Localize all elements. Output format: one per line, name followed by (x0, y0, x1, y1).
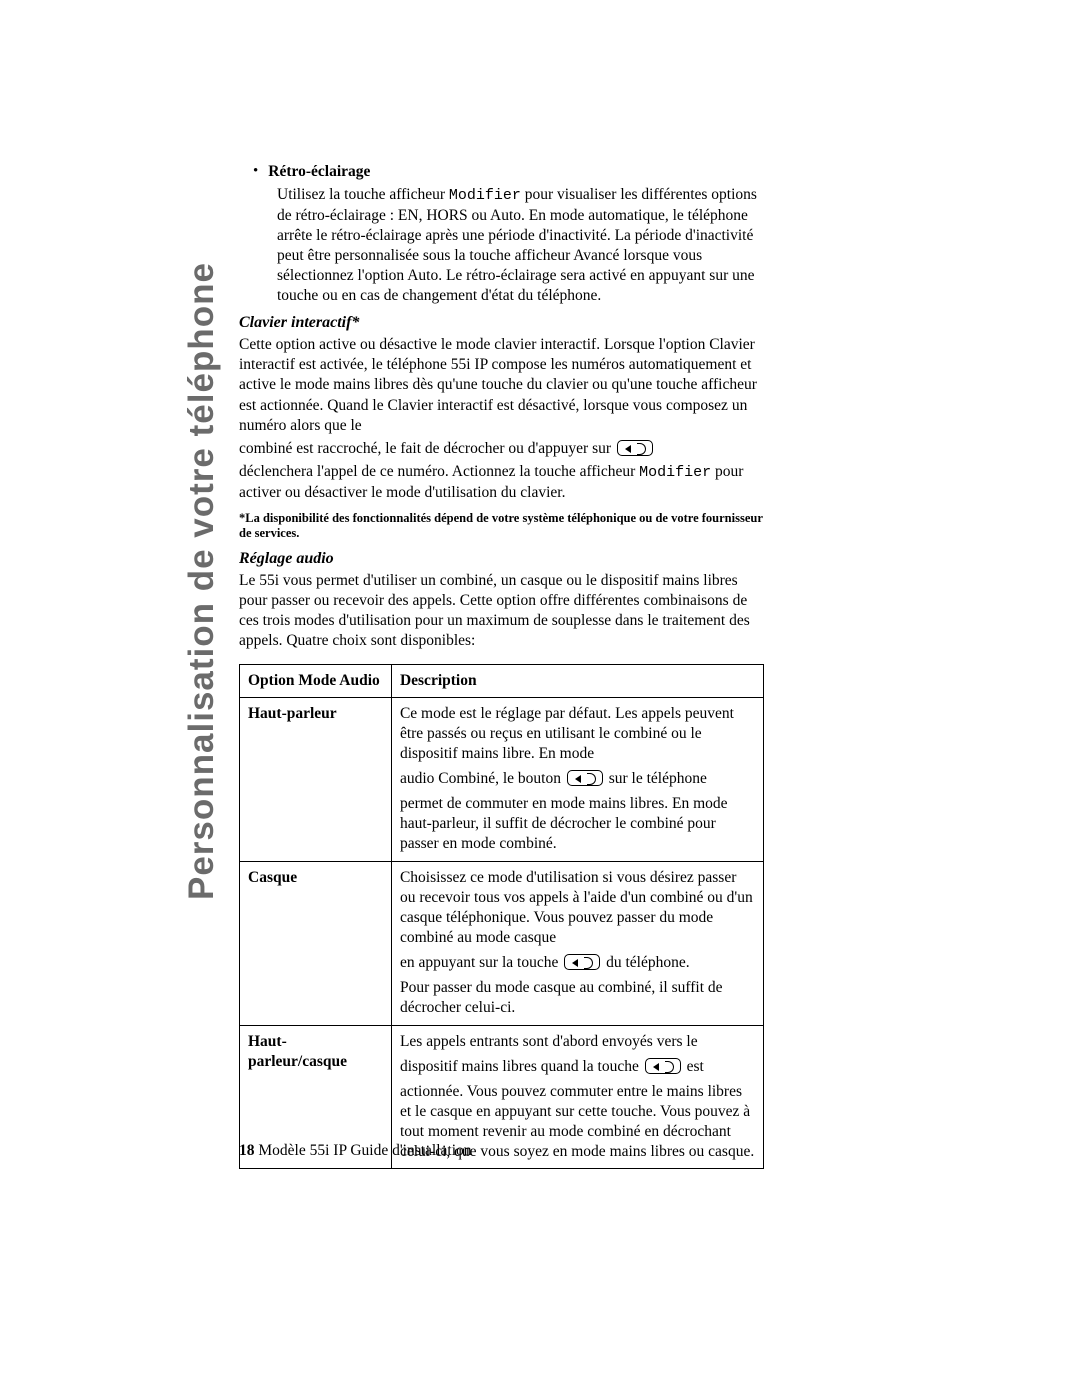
page-number: 18 (239, 1142, 255, 1159)
option-cell: Casque (240, 861, 392, 1025)
text: sur le téléphone (605, 770, 707, 787)
page-footer: 18 Modèle 55i IP Guide d'installation (239, 1142, 472, 1160)
bullet-dot: • (253, 163, 258, 181)
text: dispositif mains libres quand la touche (400, 1058, 643, 1075)
text: audio Combiné, le bouton (400, 770, 565, 787)
text: déclenchera l'appel de ce numéro. Action… (239, 463, 639, 480)
main-content: • Rétro-éclairage Utilisez la touche aff… (239, 163, 764, 1169)
text: permet de commuter en mode mains libres.… (400, 794, 755, 854)
text: Ce mode est le réglage par défaut. Les a… (400, 704, 755, 764)
speaker-icon (617, 440, 653, 456)
description-cell: Choisissez ce mode d'utilisation si vous… (391, 861, 763, 1025)
speaker-icon (645, 1058, 681, 1074)
text: Les appels entrants sont d'abord envoyés… (400, 1032, 755, 1052)
text: combiné est raccroché, le fait de décroc… (239, 440, 615, 457)
text: est (683, 1058, 704, 1075)
paragraph: déclenchera l'appel de ce numéro. Action… (239, 462, 764, 503)
option-cell: Haut-parleur (240, 697, 392, 861)
paragraph: Cette option active ou désactive le mode… (239, 335, 764, 436)
footnote: *La disponibilité des fonctionnalités dé… (239, 511, 764, 542)
table-header: Description (391, 664, 763, 697)
paragraph: combiné est raccroché, le fait de décroc… (239, 439, 764, 459)
text: Choisissez ce mode d'utilisation si vous… (400, 868, 755, 949)
table-row: Haut-parleur Ce mode est le réglage par … (240, 697, 764, 861)
text: du téléphone. (602, 954, 689, 971)
table-header-row: Option Mode Audio Description (240, 664, 764, 697)
text: en appuyant sur la touche (400, 954, 562, 971)
text: Pour passer du mode casque au combiné, i… (400, 978, 755, 1018)
table-header: Option Mode Audio (240, 664, 392, 697)
text: Utilisez la touche afficheur (277, 186, 449, 203)
bullet-body: Utilisez la touche afficheur Modifier po… (277, 185, 764, 306)
footer-text: Modèle 55i IP Guide d'installation (255, 1142, 472, 1159)
speaker-icon (564, 954, 600, 970)
table-row: Casque Choisissez ce mode d'utilisation … (240, 861, 764, 1025)
mono-text: Modifier (449, 187, 521, 204)
description-cell: Ce mode est le réglage par défaut. Les a… (391, 697, 763, 861)
sidebar-title: Personnalisation de votre téléphone (182, 170, 222, 900)
mono-text: Modifier (639, 464, 711, 481)
speaker-icon (567, 770, 603, 786)
bullet-title: Rétro-éclairage (268, 163, 370, 181)
audio-mode-table: Option Mode Audio Description Haut-parle… (239, 664, 764, 1170)
heading-reglage: Réglage audio (239, 550, 764, 568)
paragraph: Le 55i vous permet d'utiliser un combiné… (239, 571, 764, 652)
heading-clavier: Clavier interactif* (239, 314, 764, 332)
